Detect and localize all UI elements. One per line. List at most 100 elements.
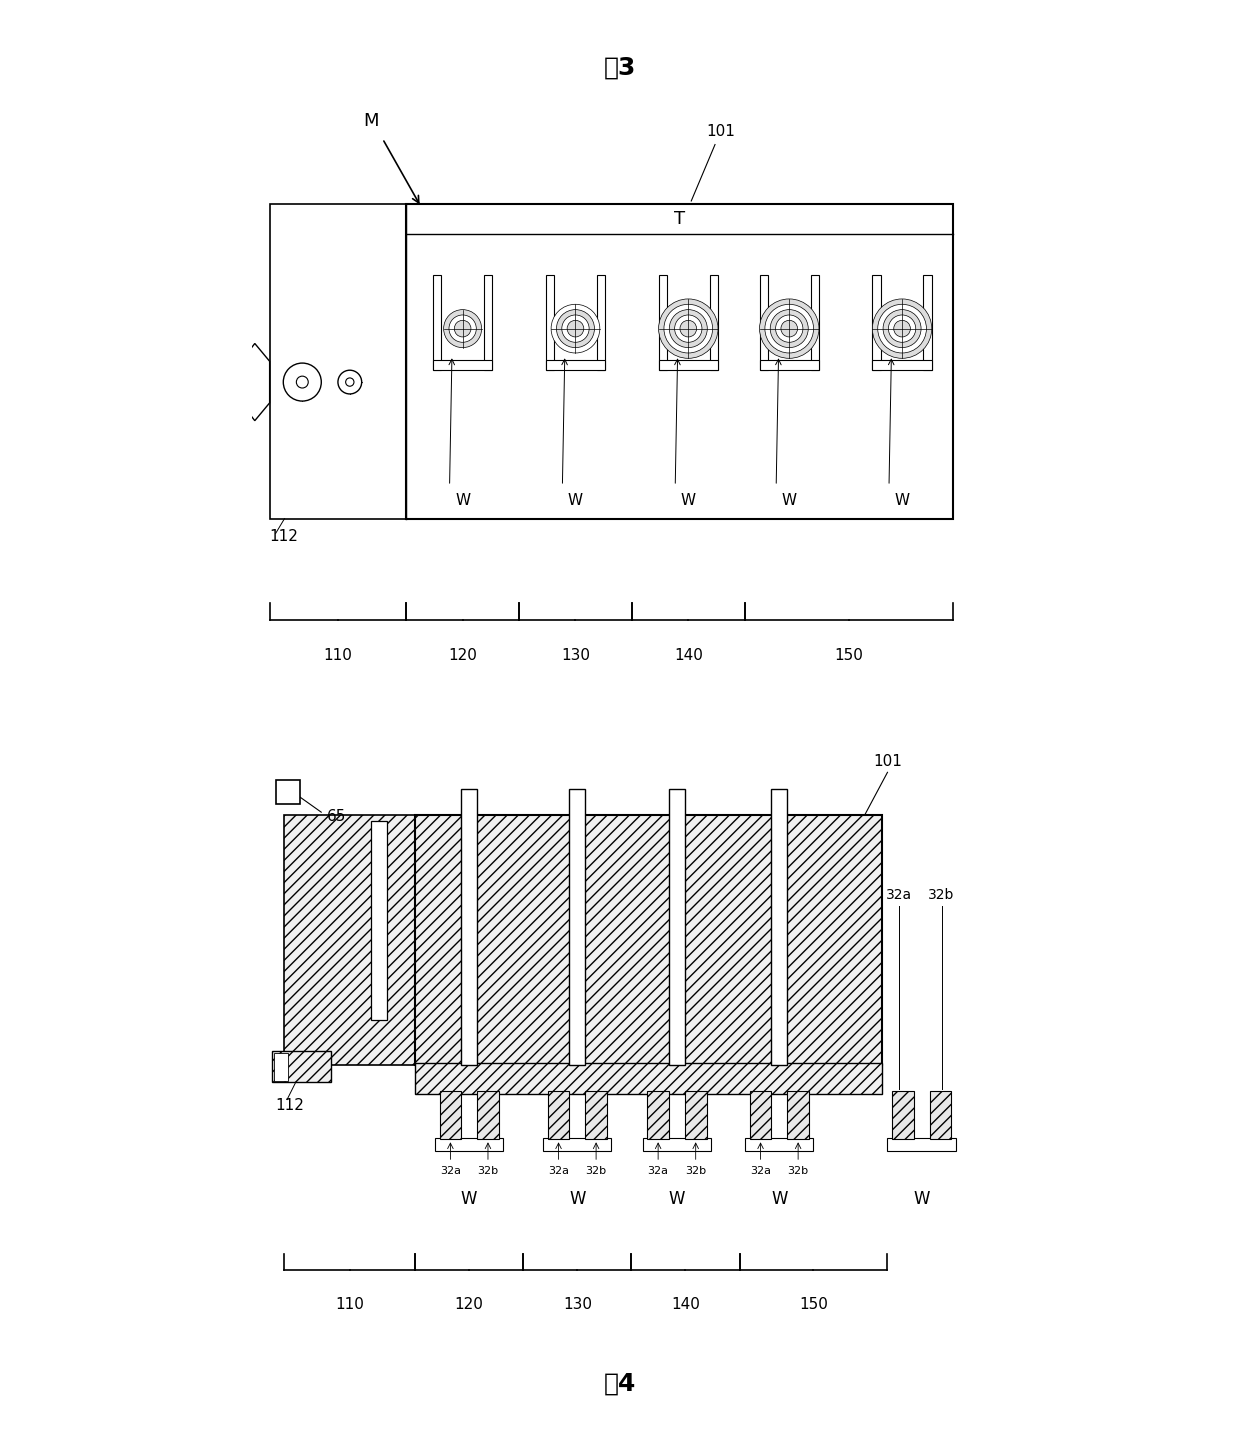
Text: 110: 110 [335,1298,365,1312]
Bar [546,275,554,371]
Bar [546,360,605,371]
Bar [484,275,492,371]
Circle shape [567,320,584,337]
Bar [269,203,407,519]
Bar [440,1091,461,1139]
Bar [415,815,882,1065]
Circle shape [557,309,594,347]
Bar [892,1091,914,1139]
Text: W: W [461,1190,477,1207]
Text: M: M [363,112,378,129]
Circle shape [760,299,818,359]
Text: 101: 101 [873,754,901,770]
Bar [771,789,787,1065]
Text: W: W [781,494,797,509]
Bar [658,360,718,371]
Bar [477,1091,498,1139]
Text: W: W [681,494,696,509]
Bar [435,1138,503,1151]
Bar [888,1138,956,1151]
Circle shape [781,320,797,337]
Text: 140: 140 [671,1298,699,1312]
Circle shape [346,378,353,386]
Circle shape [775,315,804,343]
Text: 120: 120 [455,1298,484,1312]
Text: W: W [569,1190,585,1207]
Text: 32b: 32b [686,1165,707,1175]
Text: 32b: 32b [477,1165,498,1175]
Text: 65: 65 [327,809,346,824]
Bar [787,1091,808,1139]
Circle shape [444,309,481,347]
Bar [709,275,718,371]
Bar [684,1091,707,1139]
Text: W: W [568,494,583,509]
Bar [433,275,441,371]
Text: 120: 120 [448,648,477,663]
Text: 32a: 32a [647,1165,668,1175]
Text: 112: 112 [275,1098,305,1113]
Text: 110: 110 [324,648,352,663]
Circle shape [454,320,471,337]
Text: 112: 112 [269,529,299,543]
Bar [658,275,667,371]
Bar [407,203,952,519]
Bar [647,1091,668,1139]
Bar [745,1138,813,1151]
Text: 32a: 32a [885,888,911,902]
Bar [642,1138,711,1151]
Circle shape [894,320,910,337]
Text: 32a: 32a [440,1165,461,1175]
Bar [873,360,931,371]
Circle shape [878,304,926,353]
Circle shape [670,309,707,347]
Text: 101: 101 [707,124,735,138]
Bar [760,275,768,371]
Text: 150: 150 [799,1298,828,1312]
Circle shape [658,299,718,359]
Circle shape [883,309,921,347]
Text: 图4: 图4 [604,1372,636,1396]
Circle shape [680,320,697,337]
Text: 140: 140 [673,648,703,663]
Polygon shape [241,343,269,421]
Text: W: W [894,494,910,509]
Bar [585,1091,606,1139]
Bar [668,789,684,1065]
Circle shape [675,315,702,343]
Bar [543,1138,611,1151]
Text: 130: 130 [563,1298,591,1312]
Circle shape [770,309,808,347]
Text: 32b: 32b [787,1165,808,1175]
Circle shape [283,363,321,401]
Circle shape [296,376,309,388]
Text: 130: 130 [560,648,590,663]
Bar [272,1051,331,1082]
Bar [930,1091,951,1139]
Bar [811,275,818,371]
Bar [750,1091,771,1139]
Text: 图3: 图3 [604,55,636,80]
Bar [873,275,880,371]
Circle shape [449,315,476,343]
Text: 150: 150 [835,648,863,663]
Bar [415,1062,882,1094]
Text: W: W [771,1190,787,1207]
Bar [760,360,818,371]
Text: 32a: 32a [750,1165,771,1175]
Text: W: W [455,494,470,509]
Text: W: W [668,1190,686,1207]
Circle shape [873,299,931,359]
Circle shape [663,304,713,353]
Bar [275,780,300,804]
Bar [548,1091,569,1139]
Bar [433,360,492,371]
Text: 32b: 32b [929,888,955,902]
Bar [569,789,585,1065]
Bar [596,275,605,371]
Bar [371,821,387,1020]
Bar [274,1053,288,1081]
Text: 32a: 32a [548,1165,569,1175]
Circle shape [339,371,362,394]
Bar [284,815,415,1065]
